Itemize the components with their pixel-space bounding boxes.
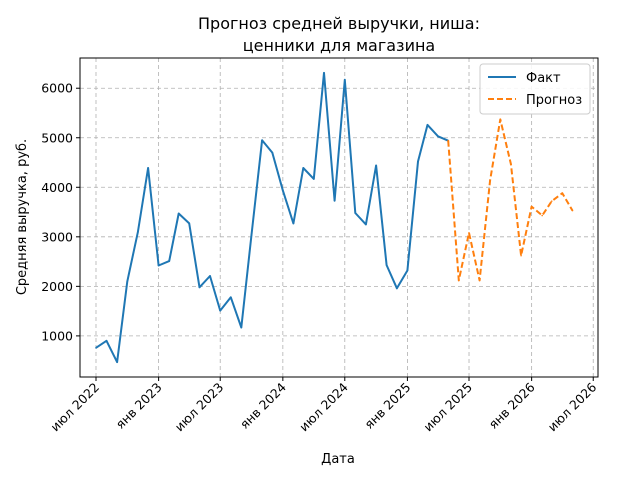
chart-title-line-1: Прогноз средней выручки, ниша: [198, 14, 480, 33]
data-point [426, 124, 429, 126]
data-point [137, 231, 139, 233]
data-point [365, 223, 367, 226]
y-tick-label: 3000 [41, 229, 73, 244]
series-layer [95, 71, 574, 364]
data-point [417, 160, 419, 163]
data-point [323, 72, 325, 74]
data-point [550, 200, 553, 202]
y-axis-label: Средняя выручка, руб. [15, 139, 30, 295]
data-point [292, 222, 295, 225]
data-point [302, 167, 305, 169]
data-point [240, 326, 243, 329]
plot-frame [79, 57, 599, 378]
data-point [105, 340, 108, 342]
y-tick-label: 2000 [41, 279, 73, 294]
data-point [95, 346, 97, 349]
data-point [147, 167, 149, 169]
data-point [489, 179, 491, 182]
chart-title-line-2: ценники для магазина [243, 36, 435, 55]
legend-label-forecast: Прогноз [526, 93, 582, 108]
data-point [157, 264, 160, 267]
data-point [168, 260, 170, 262]
data-point [229, 296, 232, 299]
data-point [282, 189, 284, 192]
data-point [188, 222, 191, 225]
data-point [198, 286, 201, 289]
data-point [209, 275, 211, 277]
data-point [571, 209, 574, 212]
legend: Факт Прогноз [479, 63, 591, 115]
data-point [406, 269, 409, 272]
y-tick-label: 5000 [41, 130, 73, 145]
data-point [499, 118, 502, 121]
data-point [437, 135, 439, 138]
data-point [313, 178, 315, 180]
data-point [458, 279, 460, 282]
data-point [447, 139, 450, 142]
data-point [343, 78, 346, 81]
data-point [333, 199, 336, 202]
data-point [530, 205, 533, 208]
data-point [219, 309, 222, 312]
data-point [375, 164, 377, 167]
data-point [271, 151, 274, 154]
data-point [261, 139, 263, 142]
data-point [354, 212, 357, 214]
data-point [520, 254, 522, 257]
data-point [541, 214, 543, 217]
data-point [250, 234, 253, 236]
y-tick-label: 4000 [41, 180, 73, 195]
y-tick-label: 6000 [41, 81, 73, 96]
data-point [468, 232, 470, 234]
data-point [126, 280, 129, 283]
data-point [116, 361, 118, 363]
x-axis-label: Дата [321, 452, 355, 467]
data-point [396, 287, 398, 290]
data-point [385, 264, 388, 266]
data-point [561, 192, 564, 195]
data-point [510, 163, 512, 165]
data-point [478, 279, 481, 282]
data-point [177, 212, 180, 215]
legend-label-fact: Факт [526, 71, 561, 86]
y-tick-label: 1000 [41, 328, 73, 343]
